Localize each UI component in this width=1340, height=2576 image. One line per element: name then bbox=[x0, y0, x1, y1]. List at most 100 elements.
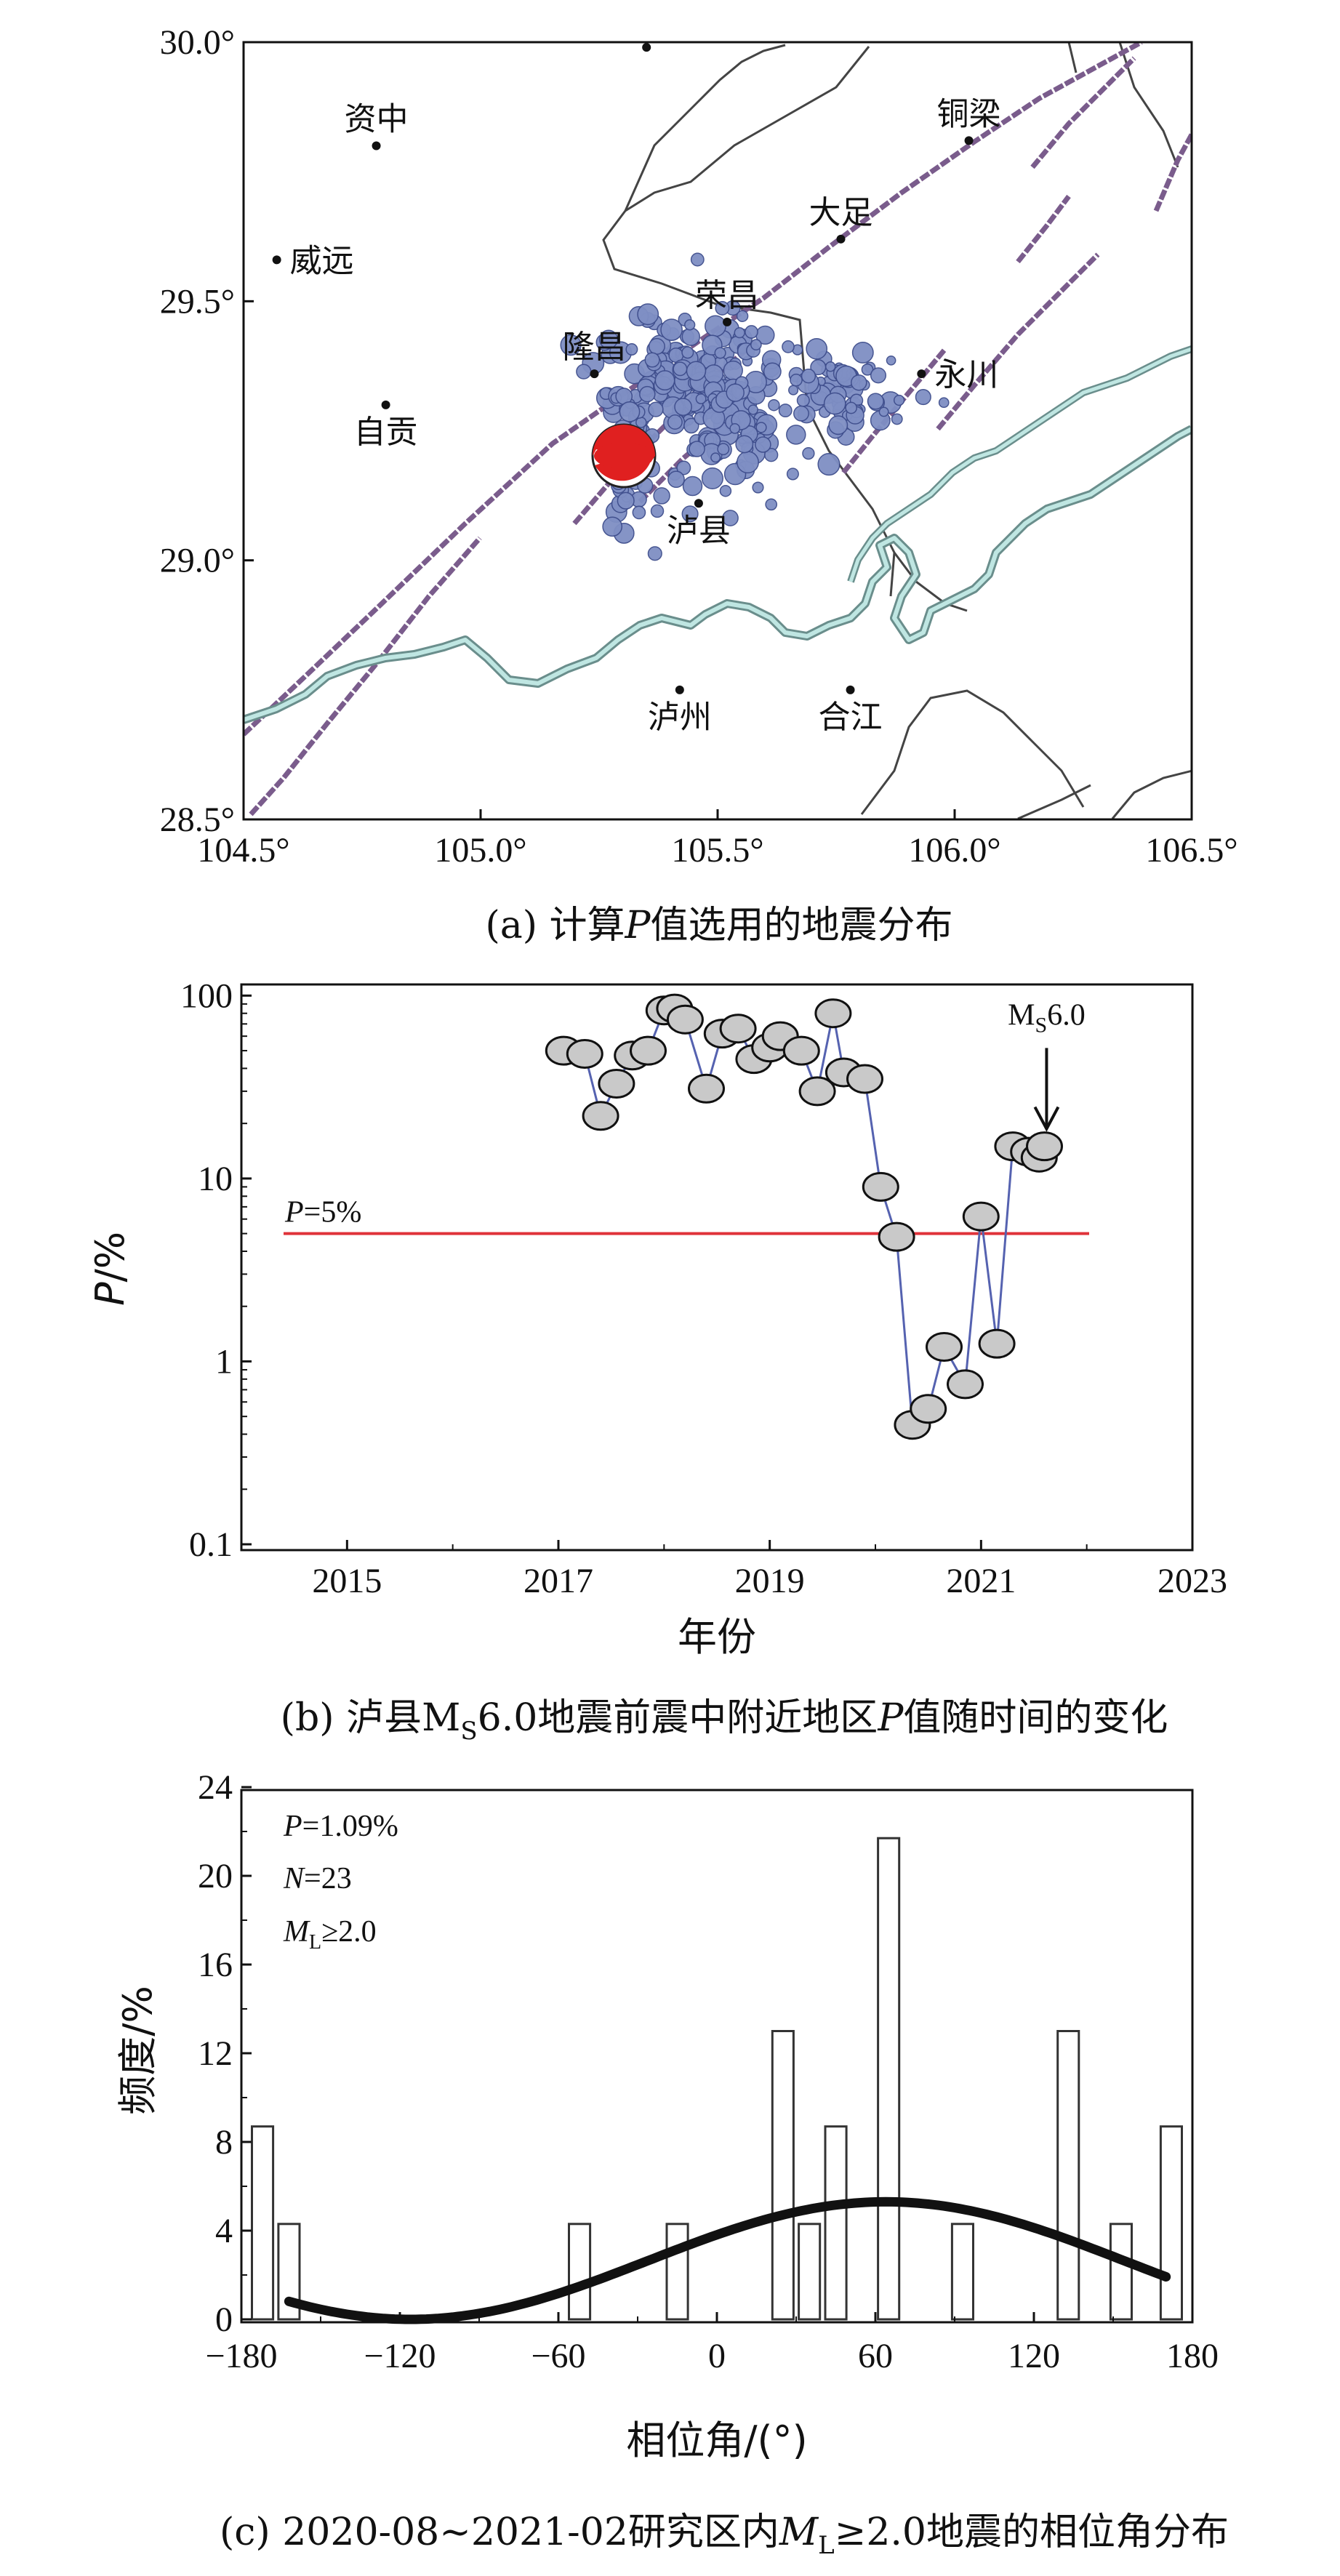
city-marker bbox=[723, 317, 732, 326]
city-marker bbox=[272, 255, 281, 265]
earthquake-event bbox=[845, 401, 858, 414]
threshold-label: P=5% bbox=[284, 1196, 361, 1229]
earthquake-event bbox=[755, 422, 767, 433]
earthquake-event bbox=[560, 334, 582, 356]
panel-b-pvalue: P=5% 2015 2017 2019 2021 2023 100 10 1 0.1 MS6.0… bbox=[87, 976, 1227, 1746]
earthquake-event bbox=[660, 318, 683, 341]
histogram-bar bbox=[1159, 2125, 1184, 2321]
ylabel-c: 频度/% bbox=[115, 1986, 161, 2115]
earthquake-event bbox=[782, 340, 795, 353]
p-value-point bbox=[719, 1014, 757, 1044]
earthquake-event bbox=[695, 393, 707, 405]
b-x-tick-label: 2023 bbox=[1158, 1562, 1227, 1600]
map-x-tick-label: 105.0° bbox=[434, 831, 526, 870]
map-axis-ticks: 104.5° 105.0° 105.5° 106.0° 106.5° 30.0° 29.5°… bbox=[160, 23, 1238, 870]
city-label: 泸县 bbox=[667, 512, 731, 549]
city-marker bbox=[846, 685, 855, 694]
histogram-bars bbox=[251, 1837, 1184, 2321]
p-value-point bbox=[878, 1221, 915, 1252]
histogram-bar bbox=[568, 2223, 592, 2321]
earthquake-event bbox=[893, 394, 905, 406]
b-x-tick-label: 2019 bbox=[735, 1562, 805, 1600]
b-y-tick-label: 1 bbox=[215, 1342, 233, 1381]
earthquake-event bbox=[667, 414, 683, 430]
histogram-bar bbox=[824, 2125, 848, 2321]
earthquake-event bbox=[710, 452, 721, 463]
axis-ticks-c: −180 −120 −60 0 60 120 180 0 4 8 12 16 20 24 bbox=[198, 1768, 1219, 2375]
b-x-tick-label: 2015 bbox=[312, 1562, 382, 1600]
earthquake-event bbox=[714, 347, 726, 359]
c-x-tick-label: 60 bbox=[858, 2337, 893, 2375]
city-marker bbox=[590, 369, 599, 379]
earthquake-event bbox=[682, 476, 703, 497]
earthquake-event bbox=[734, 326, 745, 339]
map-y-tick-label: 29.0° bbox=[160, 542, 235, 580]
p-value-point bbox=[566, 1039, 603, 1069]
earthquake-event bbox=[886, 355, 896, 366]
city-marker bbox=[372, 141, 381, 151]
c-x-tick-label: 180 bbox=[1166, 2337, 1219, 2375]
city-label: 安岳 bbox=[614, 2, 678, 39]
earthquake-event bbox=[735, 435, 754, 454]
earthquake-event bbox=[617, 491, 635, 510]
earthquake-event bbox=[715, 300, 730, 316]
caption-b: (b) 泸县MS6.0地震前震中附近地区P值随时间的变化 bbox=[281, 1696, 1168, 1746]
city-label: 大足 bbox=[809, 194, 873, 231]
c-y-tick-label: 12 bbox=[198, 2034, 233, 2073]
earthquake-event bbox=[828, 415, 848, 436]
p-value-point bbox=[962, 1201, 1000, 1232]
earthquake-event bbox=[790, 373, 803, 387]
p-value-point bbox=[947, 1369, 984, 1400]
earthquake-event bbox=[576, 364, 592, 380]
earthquake-event bbox=[676, 460, 691, 476]
b-y-tick-label: 0.1 bbox=[189, 1525, 233, 1564]
earthquake-event bbox=[801, 369, 817, 384]
map-x-tick-label: 106.5° bbox=[1145, 831, 1237, 870]
city-label: 资中 bbox=[345, 101, 409, 138]
xlabel-b: 年份 bbox=[678, 1614, 756, 1660]
earthquake-event bbox=[683, 417, 699, 434]
earthquake-event bbox=[644, 352, 660, 368]
earthquake-event bbox=[681, 327, 701, 346]
rivers bbox=[244, 345, 1192, 724]
map-x-tick-label: 105.5° bbox=[671, 831, 763, 870]
earthquake-event bbox=[764, 448, 779, 462]
earthquake-event bbox=[619, 401, 641, 422]
earthquake-event bbox=[737, 451, 759, 474]
earthquake-event bbox=[747, 404, 758, 415]
earthquake-event bbox=[654, 370, 675, 391]
earthquake-event bbox=[817, 453, 840, 476]
histogram-bar bbox=[1109, 2223, 1134, 2321]
fit-curve bbox=[284, 2196, 1171, 2324]
c-x-tick-label: −180 bbox=[205, 2337, 277, 2375]
p-value-point bbox=[798, 1076, 836, 1107]
c-y-tick-label: 20 bbox=[198, 1857, 233, 1895]
caption-a: (a) 计算P值选用的地震分布 bbox=[485, 904, 952, 947]
histogram-bar bbox=[1056, 2030, 1080, 2321]
c-y-tick-label: 24 bbox=[198, 1768, 233, 1807]
earthquake-event bbox=[653, 487, 670, 505]
histogram-bar bbox=[950, 2223, 975, 2321]
p-value-point bbox=[846, 1064, 883, 1094]
annotation-n: N=23 bbox=[283, 1862, 352, 1895]
stats-annotations: P=1.09% N=23 ML≥2.0 bbox=[283, 1810, 398, 1954]
c-x-tick-label: −60 bbox=[531, 2337, 585, 2375]
earthquake-event bbox=[598, 329, 619, 349]
earthquake-event bbox=[768, 398, 780, 412]
map-x-tick-label: 104.5° bbox=[197, 831, 289, 870]
city-label: 自贡 bbox=[354, 414, 418, 451]
c-y-tick-label: 16 bbox=[198, 1946, 233, 1984]
city-label: 泸州 bbox=[648, 699, 712, 736]
earthquake-event bbox=[689, 441, 705, 457]
plot-frame-c bbox=[240, 1789, 1194, 2324]
histogram-bar bbox=[798, 2223, 822, 2321]
earthquake-event bbox=[778, 404, 793, 418]
city-marker bbox=[675, 685, 684, 694]
axis-ticks-b: 2015 2017 2019 2021 2023 100 10 1 0.1 bbox=[180, 976, 1227, 1600]
earthquake-event bbox=[648, 401, 664, 417]
histogram-bar bbox=[771, 2030, 795, 2321]
